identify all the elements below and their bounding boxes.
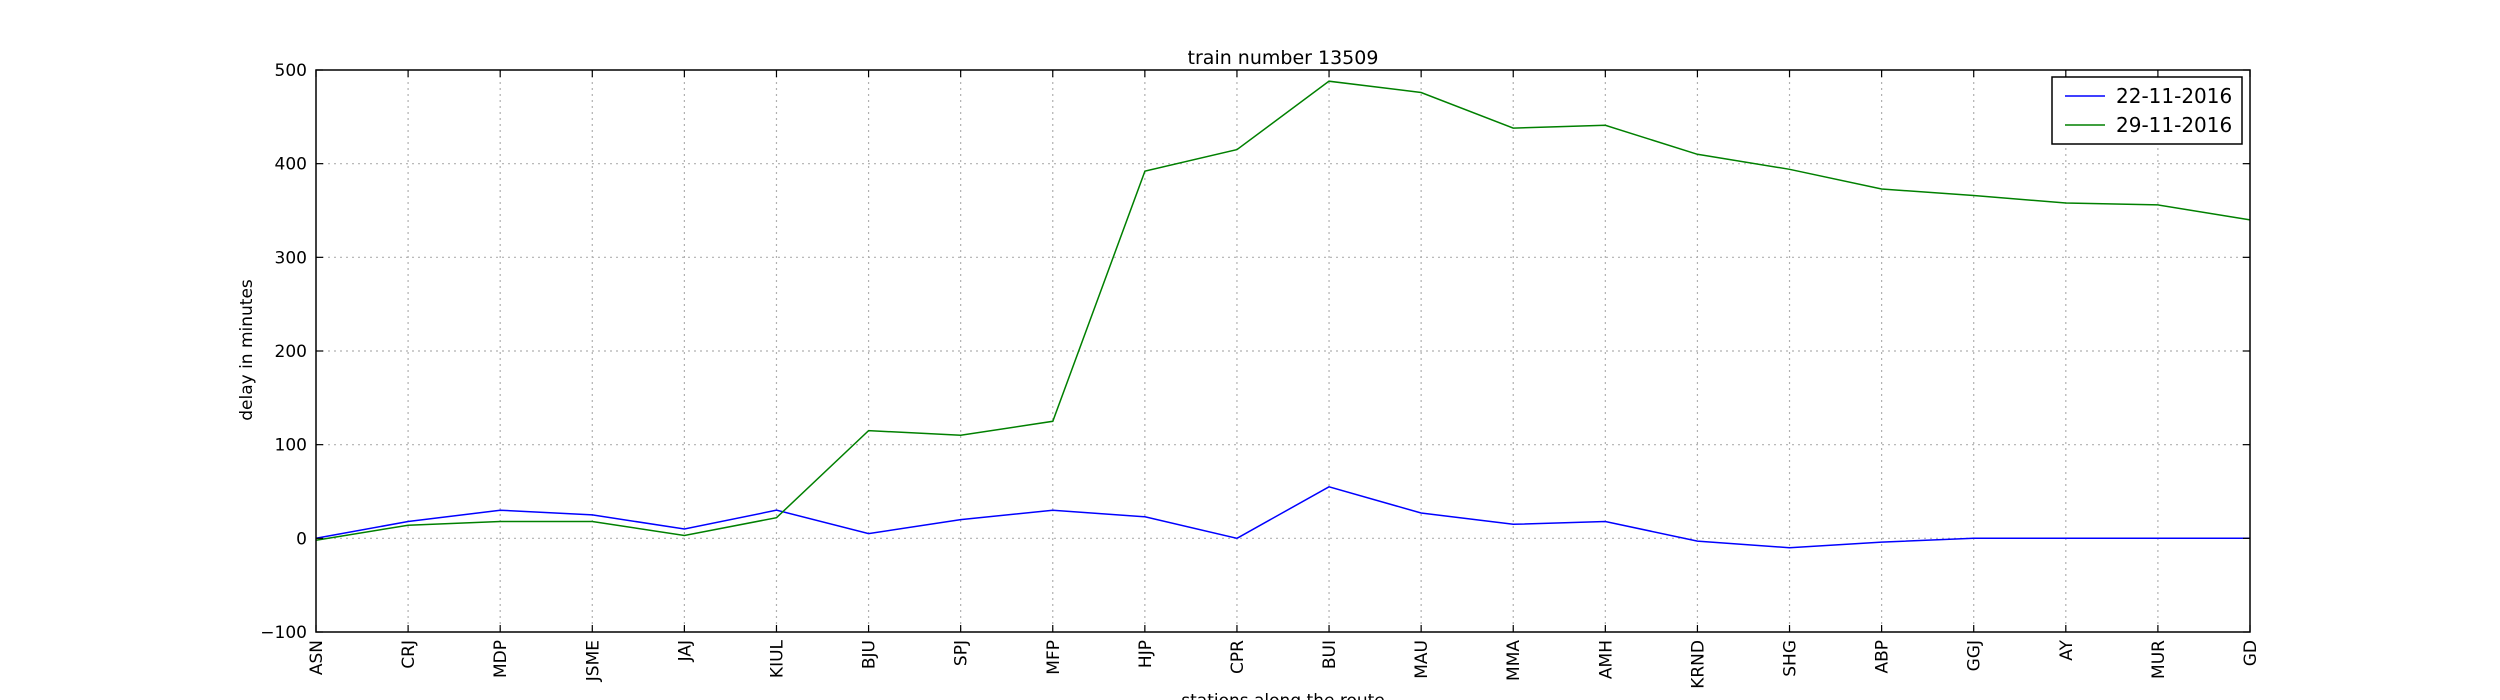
x-tick-label: GGJ [1965,640,1985,671]
x-tick-label: MAU [1412,640,1432,679]
x-tick-label: JSME [583,640,603,682]
x-tick-label: SHG [1781,640,1801,677]
legend-label-22-11-2016: 22-11-2016 [2116,84,2232,108]
x-tick-label: SPJ [952,640,972,666]
x-tick-label: MDP [491,640,511,678]
chart-title: train number 13509 [1188,47,1379,69]
x-tick-label: JAJ [675,640,695,662]
x-tick-label: GD [2241,640,2261,666]
x-axis-label: stations along the route [1181,691,1385,700]
x-tick-label: MMA [1504,640,1524,681]
x-axis-ticks: ASN CRJ MDP JSME JAJ KIUL BJU SPJ MFP HJP CPR BUI MA… [307,70,2261,689]
x-tick-label: CPR [1228,640,1248,674]
series-line-22-11-2016 [315,485,2250,549]
x-tick-label: ABP [1873,640,1893,674]
y-tick-label: 500 [275,61,307,81]
legend-label-29-11-2016: 29-11-2016 [2116,113,2232,137]
y-tick-label: 400 [275,155,307,175]
x-tick-label: AY [2057,639,2077,660]
legend-box [2051,76,2243,145]
legend: 22-11-2016 29-11-2016 [2051,76,2243,145]
x-tick-label: CRJ [399,640,419,669]
y-axis-label: delay in minutes [237,279,257,421]
series-line-29-11-2016 [315,80,2251,541]
x-tick-label: AMH [1596,640,1616,679]
x-tick-label: KRND [1688,640,1708,689]
x-tick-label: MFP [1044,640,1064,675]
y-axis-ticks: −100 0 100 200 300 400 500 [260,61,2250,643]
y-tick-label: 200 [275,342,307,362]
x-tick-label: BUI [1320,640,1340,669]
y-tick-label: 300 [275,248,307,268]
x-tick-label: BJU [860,640,880,669]
y-tick-label: 100 [275,436,307,456]
y-tick-label: 0 [296,529,307,549]
x-tick-label: MUR [2149,640,2169,679]
grid [316,70,2250,632]
x-tick-label: KIUL [767,639,787,678]
x-tick-label: HJP [1136,640,1156,668]
series-lines [315,80,2251,549]
x-tick-label: ASN [307,640,327,675]
y-tick-label: −100 [260,623,307,643]
